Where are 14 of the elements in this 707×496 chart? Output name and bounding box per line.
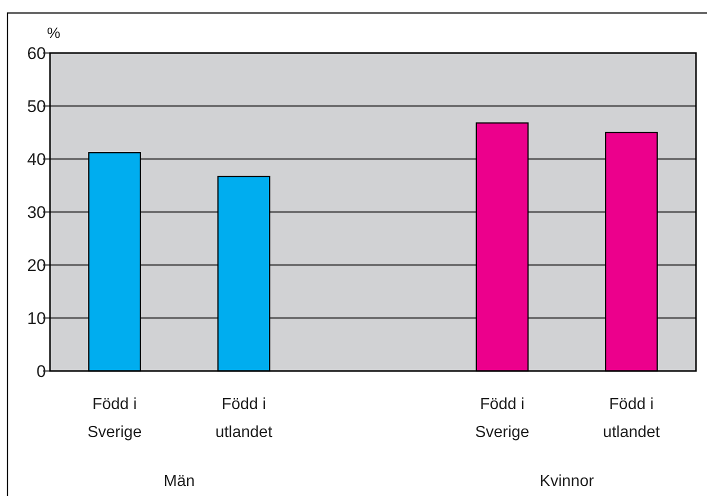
x-tick-label: Född i utlandet: [215, 396, 273, 441]
text: Män: [164, 473, 195, 490]
y-tick-label: 30: [27, 202, 46, 222]
x-tick-label: Född i Sverige: [475, 396, 530, 441]
y-axis-title: %: [47, 25, 60, 42]
y-tick-label: 10: [27, 308, 46, 328]
x-tick-label: Född i utlandet: [602, 396, 660, 441]
y-tick-label: 40: [27, 150, 46, 169]
x-tick-label: Född i Sverige: [87, 396, 142, 441]
text: Kvinnor: [540, 473, 595, 490]
y-tick-label: 60: [27, 44, 46, 63]
y-tick-label: 20: [27, 256, 46, 275]
y-tick-label: 50: [27, 96, 46, 116]
y-tick-label: 0: [36, 362, 46, 381]
